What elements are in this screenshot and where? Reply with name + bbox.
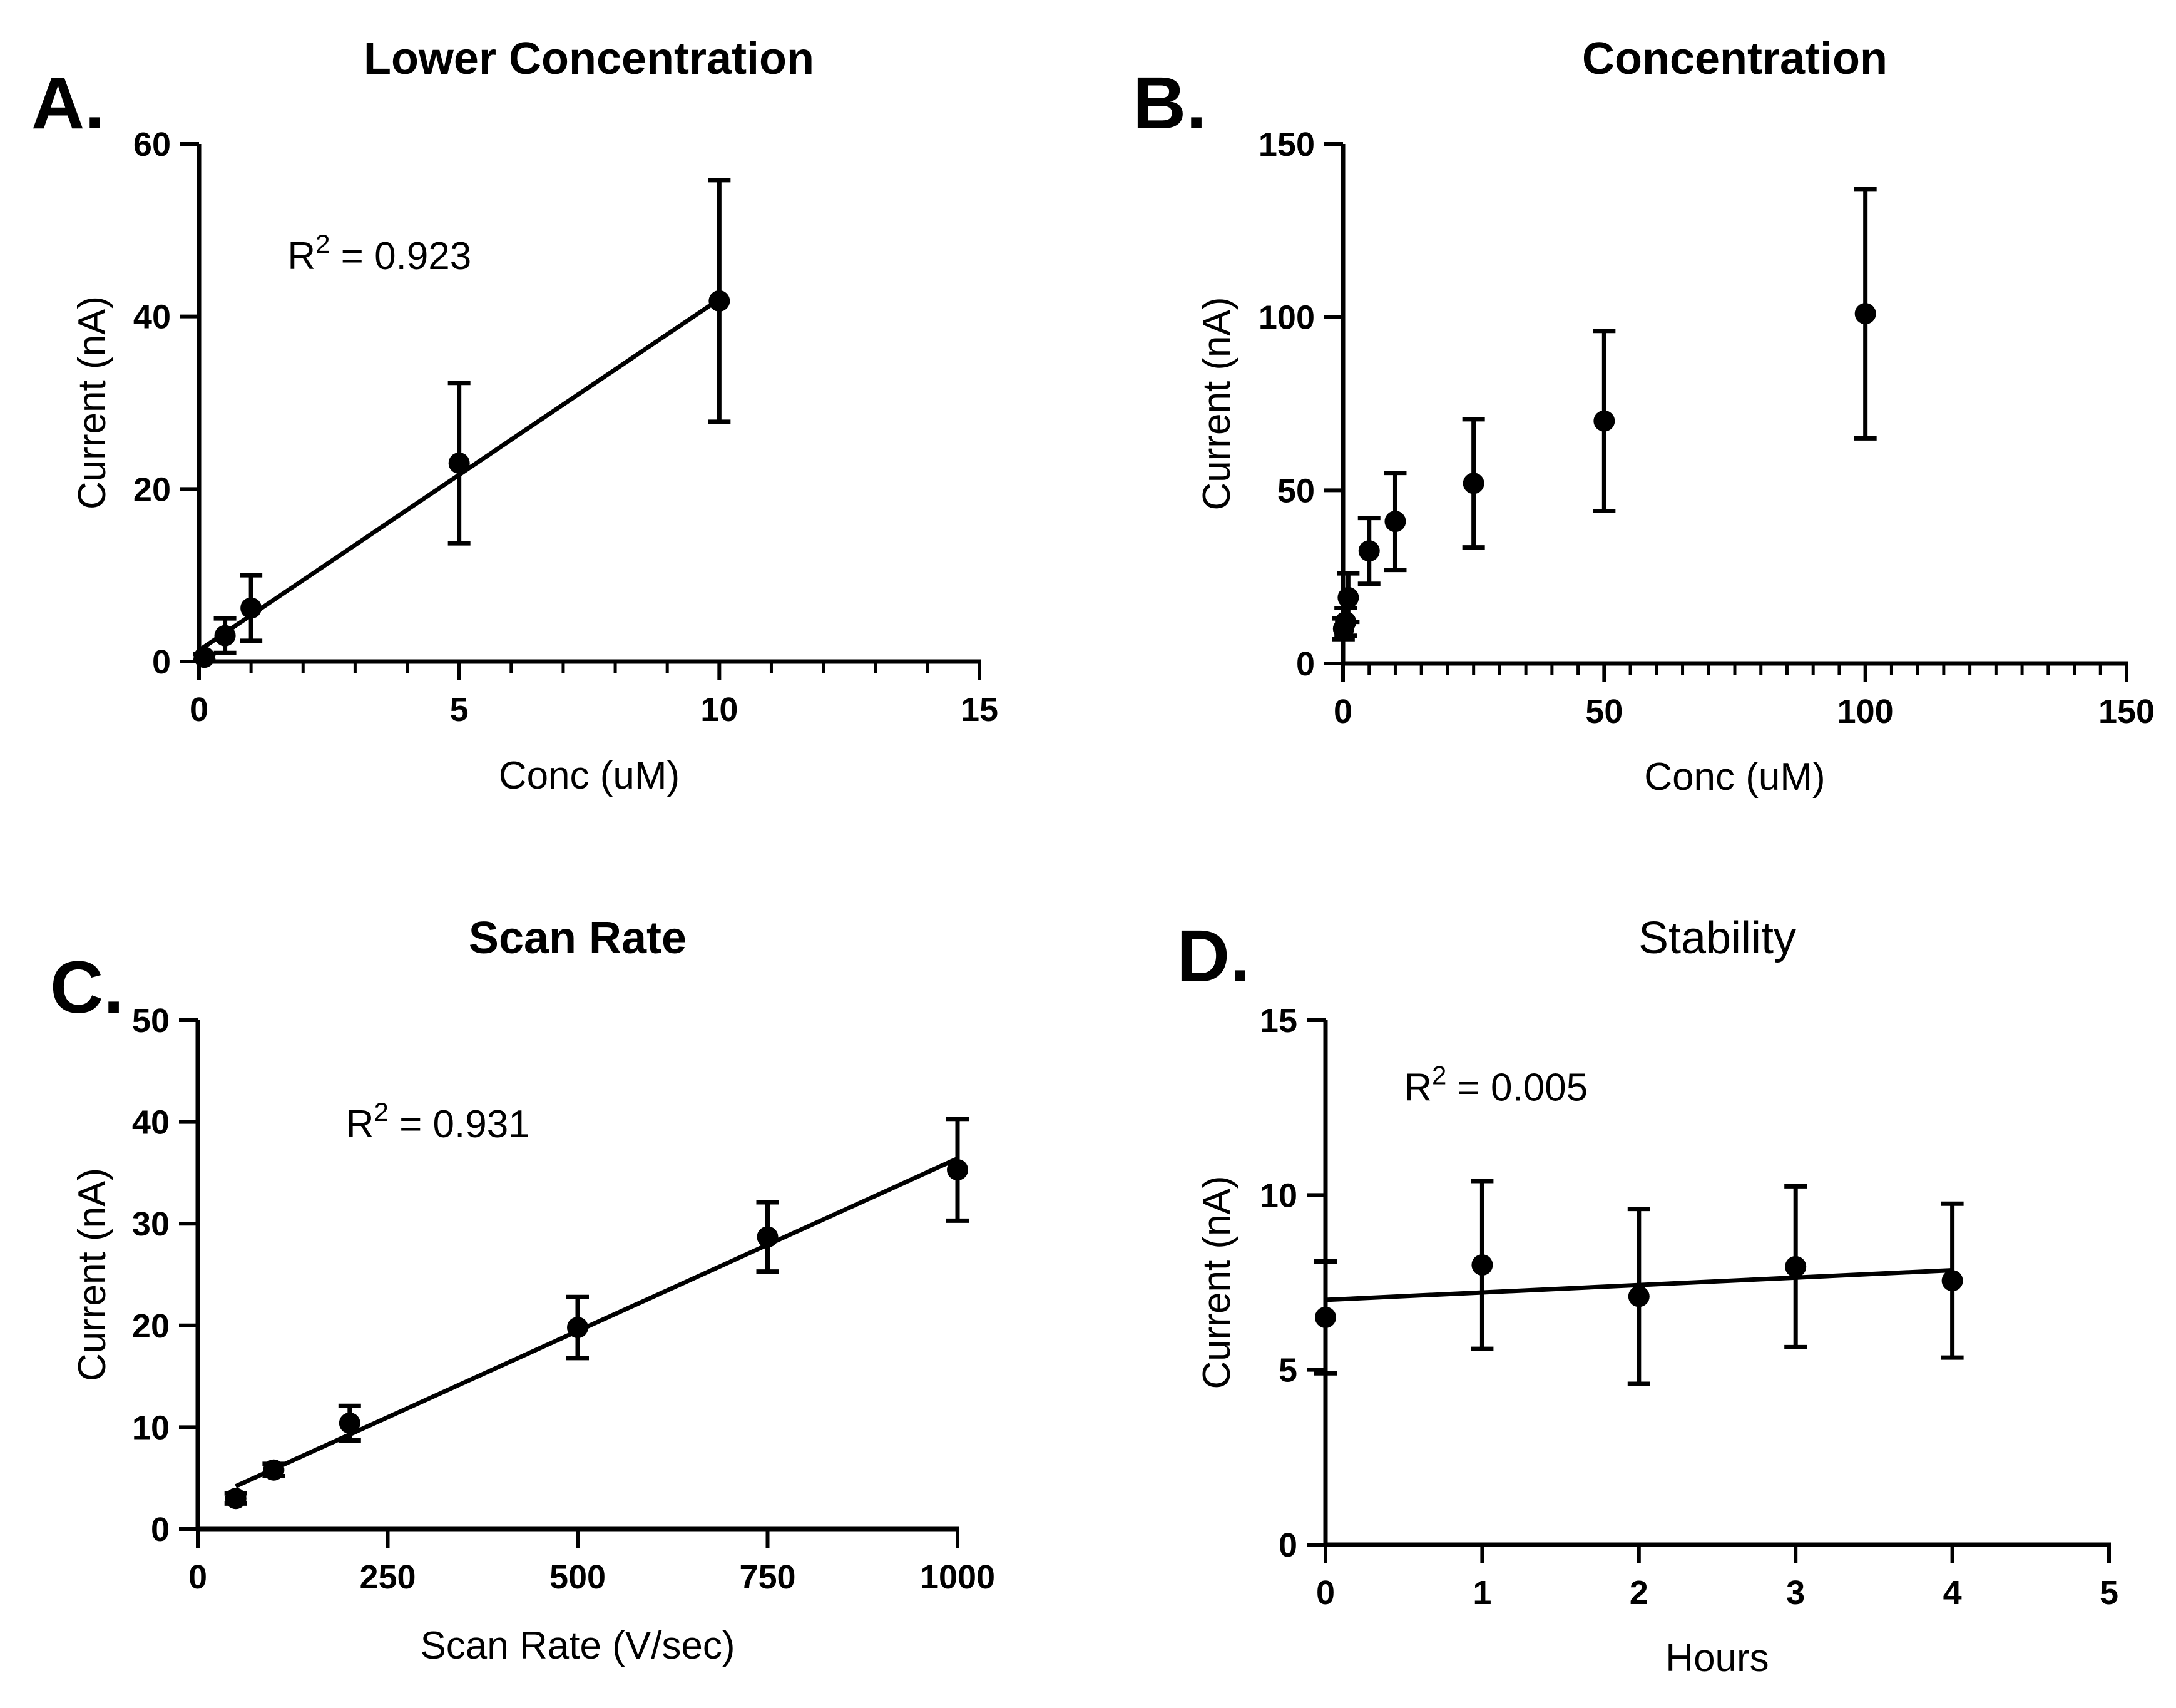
r-squared-annotation: R2 = 0.931	[346, 1097, 530, 1146]
y-tick-label: 0	[151, 1511, 170, 1548]
panel-letter: C.	[50, 946, 124, 1029]
y-tick-label: 40	[132, 1104, 170, 1142]
x-tick-label: 10	[700, 691, 738, 729]
panel-2: B. Concentration 0 50 100 150 0 50 100 150 Conc (u…	[1133, 34, 2155, 799]
panel-letter: B.	[1133, 62, 1207, 145]
data-point	[339, 1412, 360, 1434]
data-point	[757, 1226, 779, 1248]
x-tick-label: 250	[359, 1558, 416, 1596]
y-tick-label: 0	[1279, 1526, 1297, 1564]
data-point	[263, 1459, 285, 1481]
chart-title: Lower Concentration	[364, 34, 814, 84]
x-tick-label: 2	[1630, 1574, 1648, 1612]
data-point	[1593, 410, 1615, 432]
x-tick-label: 1000	[920, 1558, 995, 1596]
y-tick-label: 60	[133, 126, 171, 163]
y-tick-label: 10	[132, 1409, 170, 1446]
regression-line	[235, 1156, 959, 1488]
data-point	[1315, 1306, 1336, 1328]
data-point	[1471, 1254, 1493, 1276]
y-tick-label: 40	[133, 299, 171, 336]
data-point	[1384, 511, 1406, 533]
y-tick-label: 30	[132, 1205, 170, 1243]
data-point	[225, 1488, 247, 1510]
x-tick-label: 100	[1837, 693, 1894, 730]
chart-title: Scan Rate	[469, 913, 687, 963]
data-point	[240, 597, 262, 619]
x-tick-label: 15	[961, 691, 998, 729]
x-axis-label: Hours	[1665, 1637, 1769, 1680]
x-tick-label: 3	[1786, 1574, 1805, 1612]
chart-title: Concentration	[1582, 34, 1887, 84]
x-tick-label: 50	[1585, 693, 1623, 730]
chart-title: Stability	[1638, 913, 1796, 963]
panel-letter: A.	[31, 62, 105, 145]
x-axis-label: Scan Rate (V/sec)	[420, 1624, 735, 1667]
data-point	[947, 1159, 968, 1181]
r-squared-annotation: R2 = 0.005	[1404, 1060, 1588, 1109]
y-tick-label: 20	[132, 1307, 170, 1345]
x-tick-label: 0	[1316, 1574, 1335, 1612]
data-point	[193, 647, 215, 668]
y-tick-label: 50	[132, 1002, 170, 1040]
y-tick-label: 150	[1259, 126, 1315, 163]
x-tick-label: 0	[1334, 693, 1352, 730]
y-tick-label: 100	[1259, 299, 1315, 337]
x-axis-label: Conc (uM)	[1644, 755, 1825, 799]
panel-3: C. Scan Rate 0 250 500 750 1000 0 10 20 30 40 50 Scan…	[50, 913, 995, 1667]
y-tick-label: 20	[133, 471, 171, 508]
data-point	[1941, 1270, 1963, 1292]
y-tick-label: 15	[1260, 1002, 1297, 1040]
x-tick-label: 4	[1943, 1574, 1962, 1612]
data-point	[1628, 1286, 1650, 1307]
panel-letter: D.	[1177, 915, 1250, 998]
data-point	[1337, 586, 1359, 608]
x-tick-label: 5	[2100, 1574, 2118, 1612]
y-axis-label: Current (nA)	[71, 1168, 114, 1381]
data-point	[1785, 1255, 1807, 1277]
y-tick-label: 10	[1260, 1177, 1297, 1214]
y-tick-label: 0	[152, 643, 171, 681]
x-tick-label: 500	[549, 1558, 606, 1596]
y-axis-label: Current (nA)	[1195, 1175, 1239, 1389]
x-tick-label: 0	[190, 691, 208, 729]
x-tick-label: 5	[450, 691, 469, 729]
panel-1: A. Lower Concentration 0 5 10 15 0 20 40 60 Conc (…	[31, 34, 998, 797]
x-tick-label: 150	[2098, 693, 2155, 730]
y-tick-label: 50	[1277, 472, 1315, 509]
data-point	[214, 625, 236, 647]
data-point	[567, 1317, 588, 1339]
data-point	[1854, 303, 1876, 325]
x-tick-label: 750	[739, 1558, 795, 1596]
y-axis-label: Current (nA)	[71, 296, 114, 509]
panel-4: D. Stability 0 1 2 3 4 5 0 5 10 15 Hours Current (nA)…	[1177, 913, 2118, 1680]
data-point	[708, 290, 730, 312]
y-tick-label: 0	[1296, 645, 1315, 683]
data-point	[1463, 473, 1484, 494]
x-tick-label: 1	[1473, 1574, 1491, 1612]
x-axis-label: Conc (uM)	[499, 754, 680, 797]
data-point	[448, 452, 470, 474]
y-axis-label: Current (nA)	[1195, 297, 1239, 510]
r-squared-annotation: R2 = 0.923	[287, 229, 471, 278]
y-tick-label: 5	[1279, 1352, 1297, 1389]
x-tick-label: 0	[188, 1558, 207, 1596]
data-point	[1358, 540, 1380, 562]
